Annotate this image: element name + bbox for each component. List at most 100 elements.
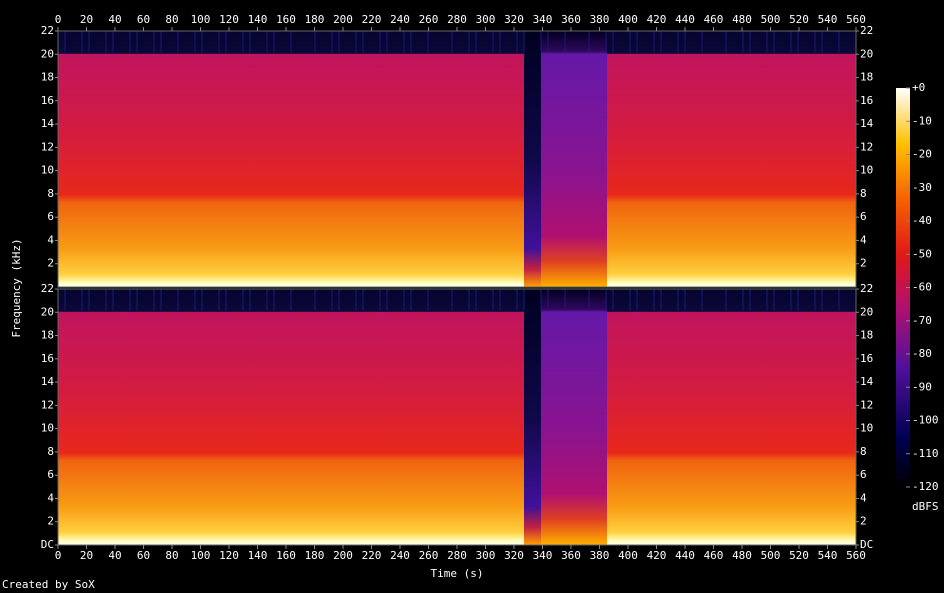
x-tick-label: 420 [647, 549, 667, 562]
y-tick-label: 20 [41, 305, 54, 318]
x-tick-label: 160 [276, 549, 296, 562]
x-tick-label: 440 [675, 549, 695, 562]
x-tick-label: 540 [818, 13, 838, 26]
spectrogram-body [524, 31, 541, 287]
x-tick-label: 180 [305, 13, 325, 26]
y-tick-label: 4 [860, 491, 867, 504]
x-tick-label: 140 [248, 13, 268, 26]
x-tick-label: 320 [504, 13, 524, 26]
x-tick-label: 220 [362, 549, 382, 562]
colorbar-tick-label: -80 [912, 347, 932, 360]
y-tick-label: 2 [47, 257, 54, 270]
x-tick-label: 300 [476, 13, 496, 26]
x-tick-label: 60 [137, 13, 150, 26]
x-tick-label: 440 [675, 13, 695, 26]
x-tick-label: 500 [761, 549, 781, 562]
colorbar-tick-label: -100 [912, 414, 939, 427]
y-tick-label: 22 [41, 24, 54, 37]
y-tick-label: 18 [860, 71, 873, 84]
x-tick-label: 40 [108, 549, 121, 562]
x-tick-label: 100 [191, 549, 211, 562]
x-tick-label: 420 [647, 13, 667, 26]
x-tick-label: 380 [590, 13, 610, 26]
x-tick-label: 520 [789, 13, 809, 26]
y-tick-label: DC [41, 538, 54, 551]
colorbar-label: dBFS [912, 500, 939, 513]
y-tick-label: 20 [41, 47, 54, 60]
y-tick-label: 16 [860, 352, 873, 365]
y-tick-label: 12 [41, 398, 54, 411]
y-tick-label: 2 [47, 515, 54, 528]
x-tick-label: 120 [219, 549, 239, 562]
colorbar-tick-label: -120 [912, 480, 939, 493]
x-tick-label: 560 [846, 13, 866, 26]
y-tick-label: 6 [47, 468, 54, 481]
x-tick-label: 480 [732, 13, 752, 26]
x-tick-label: 320 [504, 549, 524, 562]
spectrogram-body [524, 289, 541, 545]
x-tick-label: 240 [390, 13, 410, 26]
x-tick-label: 160 [276, 13, 296, 26]
y-tick-label: 12 [41, 140, 54, 153]
colorbar-tick-label: +0 [912, 81, 925, 94]
spectrogram-body [541, 289, 607, 545]
x-tick-label: 80 [165, 549, 178, 562]
y-tick-label: 6 [860, 468, 867, 481]
x-tick-label: 0 [55, 13, 62, 26]
y-tick-label: 22 [860, 282, 873, 295]
x-axis-label: Time (s) [431, 567, 484, 580]
y-tick-label: 4 [47, 233, 54, 246]
y-tick-label: 4 [47, 491, 54, 504]
x-tick-label: 280 [447, 549, 467, 562]
colorbar-tick-label: -30 [912, 181, 932, 194]
y-tick-label: 10 [41, 164, 54, 177]
credit: Created by SoX [2, 578, 95, 591]
x-tick-label: 20 [80, 549, 93, 562]
x-tick-label: 200 [333, 13, 353, 26]
x-tick-label: 40 [108, 13, 121, 26]
y-tick-label: 8 [860, 187, 867, 200]
x-tick-label: 360 [561, 13, 581, 26]
x-tick-label: 560 [846, 549, 866, 562]
y-tick-label: 10 [860, 422, 873, 435]
colorbar-tick-label: -20 [912, 148, 932, 161]
x-tick-label: 520 [789, 549, 809, 562]
y-tick-label: 8 [47, 187, 54, 200]
y-axis-label: Frequency (kHz) [10, 238, 23, 337]
colorbar-tick-label: -90 [912, 380, 932, 393]
y-tick-label: 10 [860, 164, 873, 177]
x-tick-label: 140 [248, 549, 268, 562]
y-tick-label: 22 [41, 282, 54, 295]
y-tick-label: 14 [41, 117, 55, 130]
x-tick-label: 220 [362, 13, 382, 26]
x-tick-label: 280 [447, 13, 467, 26]
x-tick-label: 180 [305, 549, 325, 562]
x-tick-label: 260 [419, 13, 439, 26]
x-tick-label: 0 [55, 549, 62, 562]
x-tick-label: 380 [590, 549, 610, 562]
spectrogram-body [58, 289, 856, 545]
y-tick-label: 12 [860, 140, 873, 153]
x-tick-label: 60 [137, 549, 150, 562]
y-tick-label: 10 [41, 422, 54, 435]
y-tick-label: 14 [860, 117, 874, 130]
x-tick-label: 360 [561, 549, 581, 562]
y-tick-label: 18 [41, 71, 54, 84]
y-tick-label: 16 [41, 352, 54, 365]
y-tick-label: 4 [860, 233, 867, 246]
x-tick-label: 20 [80, 13, 93, 26]
x-tick-label: 460 [704, 549, 724, 562]
y-tick-label: DC [860, 538, 873, 551]
y-tick-label: 22 [860, 24, 873, 37]
y-tick-label: 2 [860, 515, 867, 528]
y-tick-label: 12 [860, 398, 873, 411]
x-tick-label: 340 [533, 549, 553, 562]
y-tick-label: 14 [860, 375, 874, 388]
colorbar-tick-label: -70 [912, 314, 932, 327]
colorbar-tick-label: -50 [912, 247, 932, 260]
colorbar-tick-label: -60 [912, 281, 932, 294]
y-tick-label: 18 [860, 329, 873, 342]
spectrogram-body [541, 31, 607, 287]
x-tick-label: 500 [761, 13, 781, 26]
